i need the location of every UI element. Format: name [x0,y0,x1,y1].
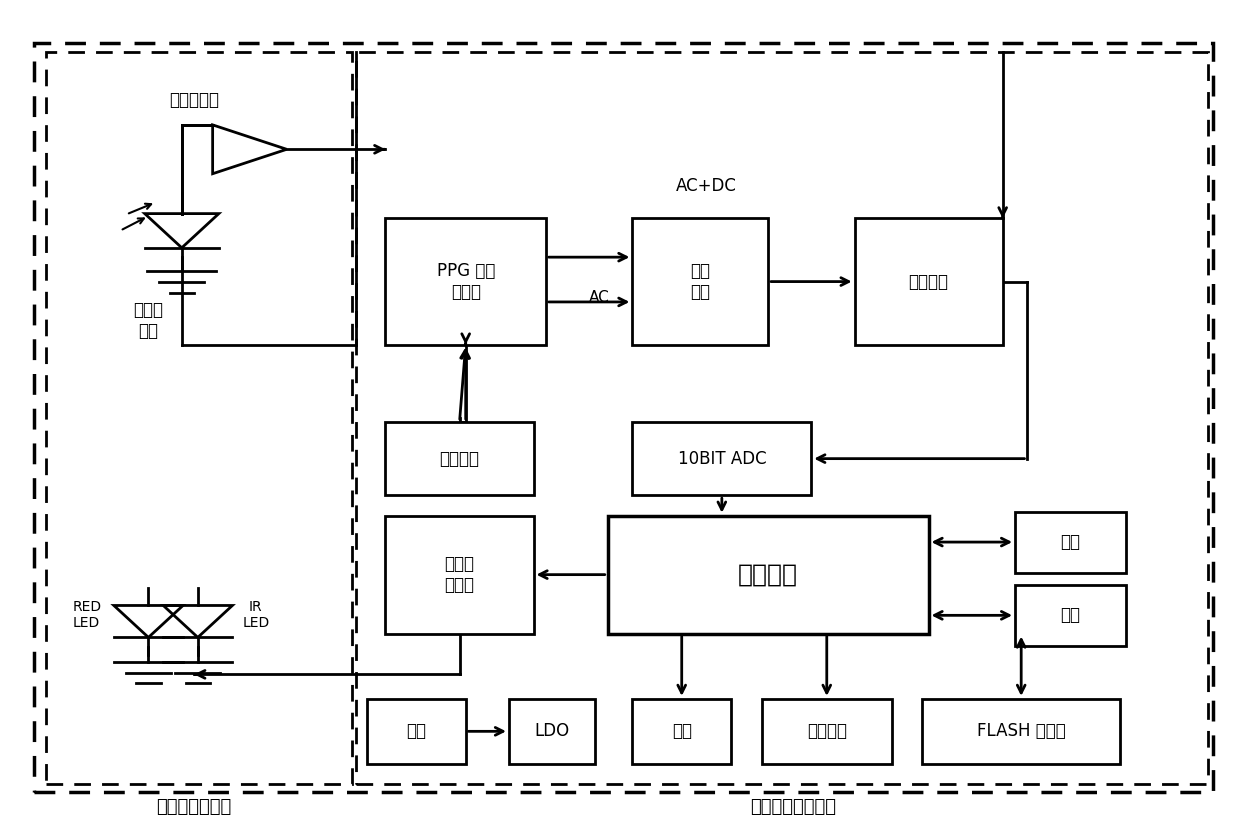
FancyBboxPatch shape [1016,585,1126,646]
Text: 多路开关: 多路开关 [909,273,949,291]
FancyBboxPatch shape [608,516,929,634]
FancyBboxPatch shape [854,218,1003,345]
Text: 10BIT ADC: 10BIT ADC [677,450,766,468]
Text: 光电二
极管: 光电二 极管 [134,300,164,340]
Text: LDO: LDO [534,722,569,741]
Text: IR
LED: IR LED [242,600,269,630]
FancyBboxPatch shape [632,422,811,495]
Text: FLASH 存储器: FLASH 存储器 [977,722,1065,741]
Text: 参考电压: 参考电压 [439,450,480,468]
Text: 无线传输: 无线传输 [807,722,847,741]
FancyBboxPatch shape [1016,511,1126,572]
Text: 跨阻放大器: 跨阻放大器 [169,91,219,109]
FancyBboxPatch shape [632,699,732,764]
Text: AC: AC [589,290,609,305]
FancyBboxPatch shape [386,516,533,634]
Text: 脉搏血氧检测模块: 脉搏血氧检测模块 [750,798,836,816]
Text: 微控制器: 微控制器 [738,562,799,587]
FancyBboxPatch shape [367,699,466,764]
Text: PPG 信号
放大器: PPG 信号 放大器 [436,262,495,301]
Text: 反射式小型探头: 反射式小型探头 [156,798,232,816]
Text: 光强调
制电路: 光强调 制电路 [444,555,475,594]
FancyBboxPatch shape [386,422,533,495]
Text: AC+DC: AC+DC [676,177,737,195]
Text: 电池: 电池 [407,722,427,741]
FancyBboxPatch shape [923,699,1120,764]
FancyBboxPatch shape [761,699,892,764]
FancyBboxPatch shape [386,218,546,345]
Text: 硬件
滤波: 硬件 滤波 [691,262,711,301]
Text: 串口: 串口 [1060,607,1080,624]
FancyBboxPatch shape [632,218,768,345]
Text: RED
LED: RED LED [72,600,102,630]
Text: 液晶: 液晶 [672,722,692,741]
Text: 复位: 复位 [1060,533,1080,551]
FancyBboxPatch shape [508,699,595,764]
